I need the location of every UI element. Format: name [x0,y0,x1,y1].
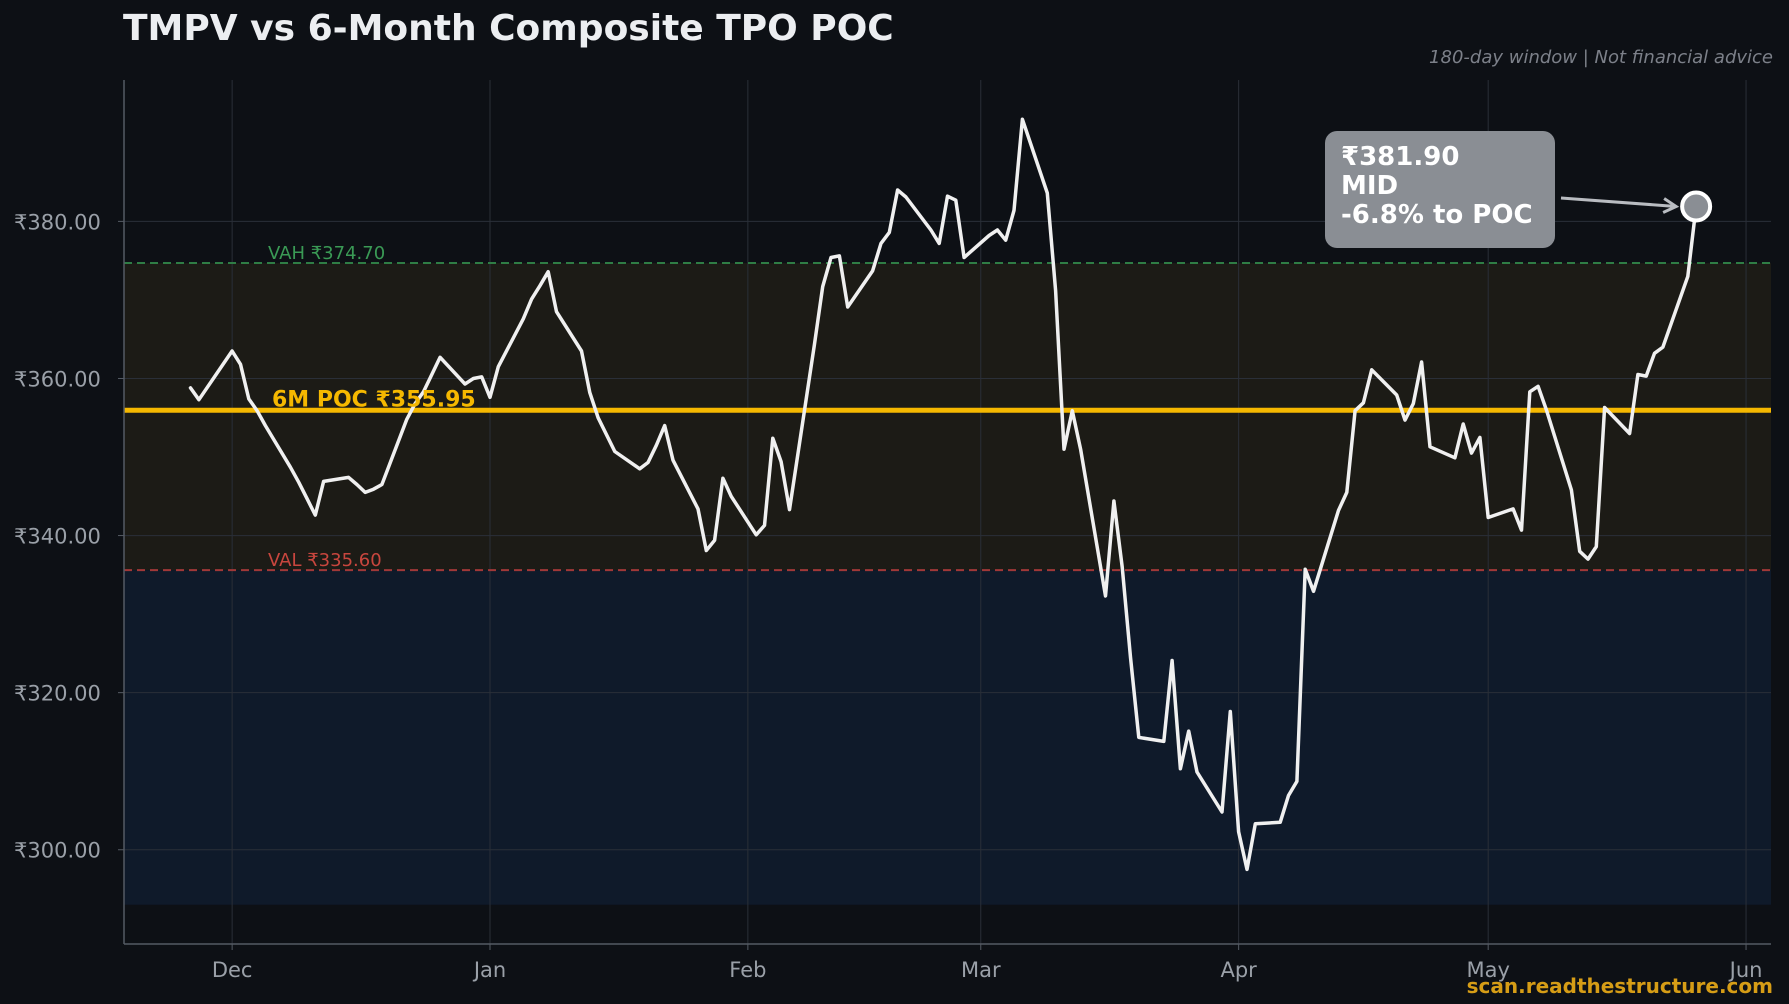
below-val-band [124,570,1771,905]
chart-subtitle: 180-day window | Not financial advice [1429,47,1773,68]
watermark: scan.readthestructure.com [1466,974,1773,998]
callout-zone: MID [1341,171,1399,201]
price-series-line [188,117,1698,872]
val-label: VAL ₹335.60 [268,550,382,571]
callout-price: ₹381.90 [1341,142,1460,172]
callout-arrow [1560,196,1677,208]
chart-title: TMPV vs 6-Month Composite TPO POC [123,8,894,49]
x-tick-label: Apr [1220,958,1257,982]
y-tick-label: ₹360.00 [14,367,101,391]
x-tick-label: Jun [1728,958,1763,982]
last-price-marker [1680,190,1713,223]
x-tick-label: May [1466,958,1509,982]
x-tick-label: Feb [729,958,766,982]
price-callout: ₹381.90 MID -6.8% to POC [1325,131,1555,248]
callout-distance: -6.8% to POC [1341,200,1533,230]
poc-label: 6M POC ₹355.95 [272,387,476,412]
value-area-band [124,263,1771,571]
callout-arrowhead [1662,197,1680,214]
y-tick-label: ₹340.00 [14,525,101,549]
y-tick-label: ₹320.00 [14,682,101,706]
y-tick-label: ₹300.00 [14,839,101,863]
vah-label: VAH ₹374.70 [268,243,385,264]
x-tick-label: Dec [212,958,253,982]
x-tick-label: Jan [472,958,506,982]
x-tick-label: Mar [961,958,1001,982]
y-tick-label: ₹380.00 [14,210,101,234]
